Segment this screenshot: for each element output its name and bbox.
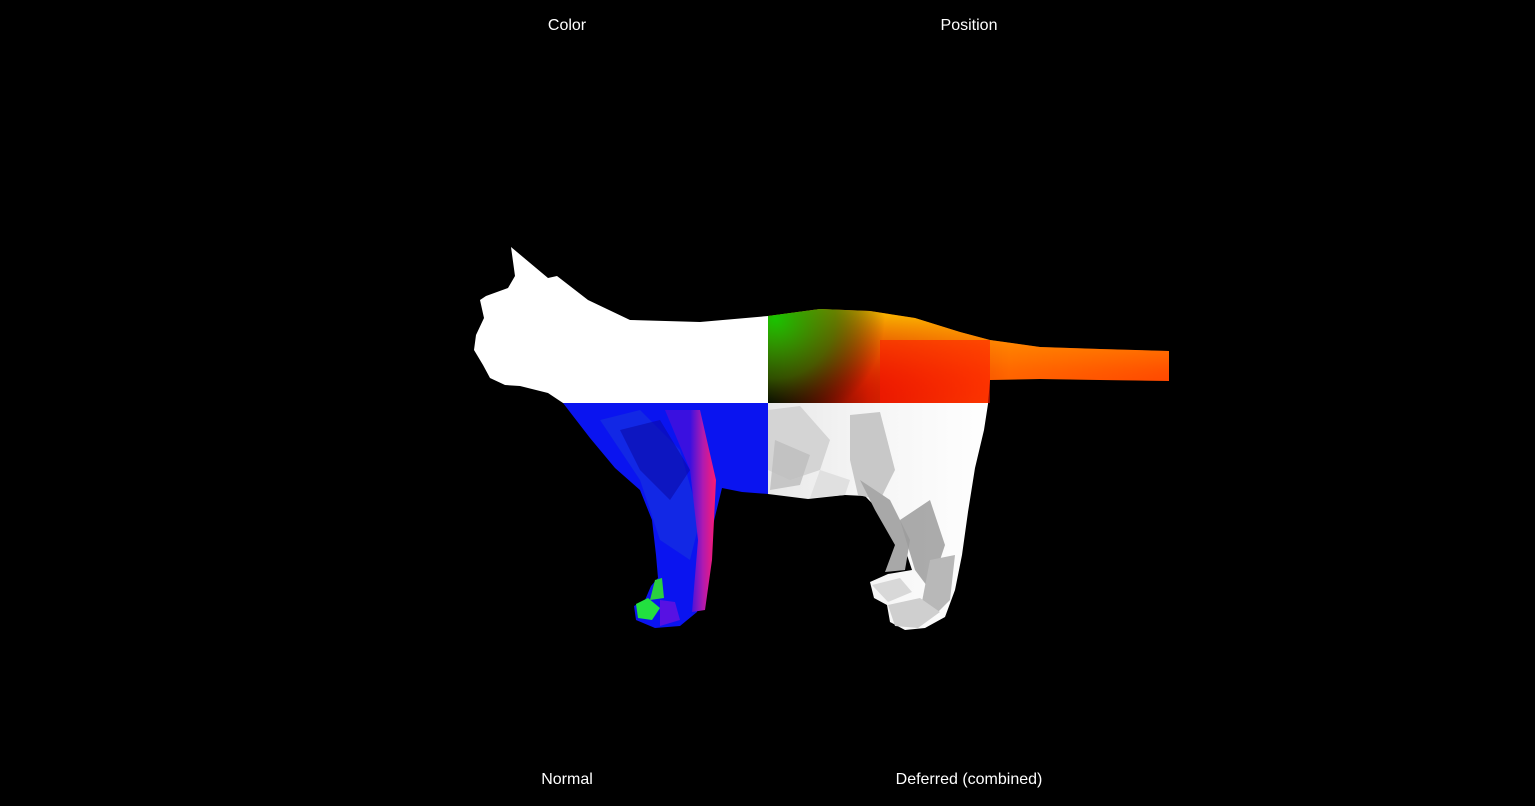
normal-buffer-label: Normal [541, 771, 593, 788]
normal-buffer-quadrant [474, 403, 768, 630]
position-buffer-quadrant [768, 247, 1169, 403]
deferred-buffer-quadrant [768, 403, 1169, 630]
color-buffer-label: Color [547, 17, 587, 34]
position-buffer-label: Position [940, 17, 998, 34]
deferred-buffer-label: Deferred (combined) [895, 771, 1043, 788]
